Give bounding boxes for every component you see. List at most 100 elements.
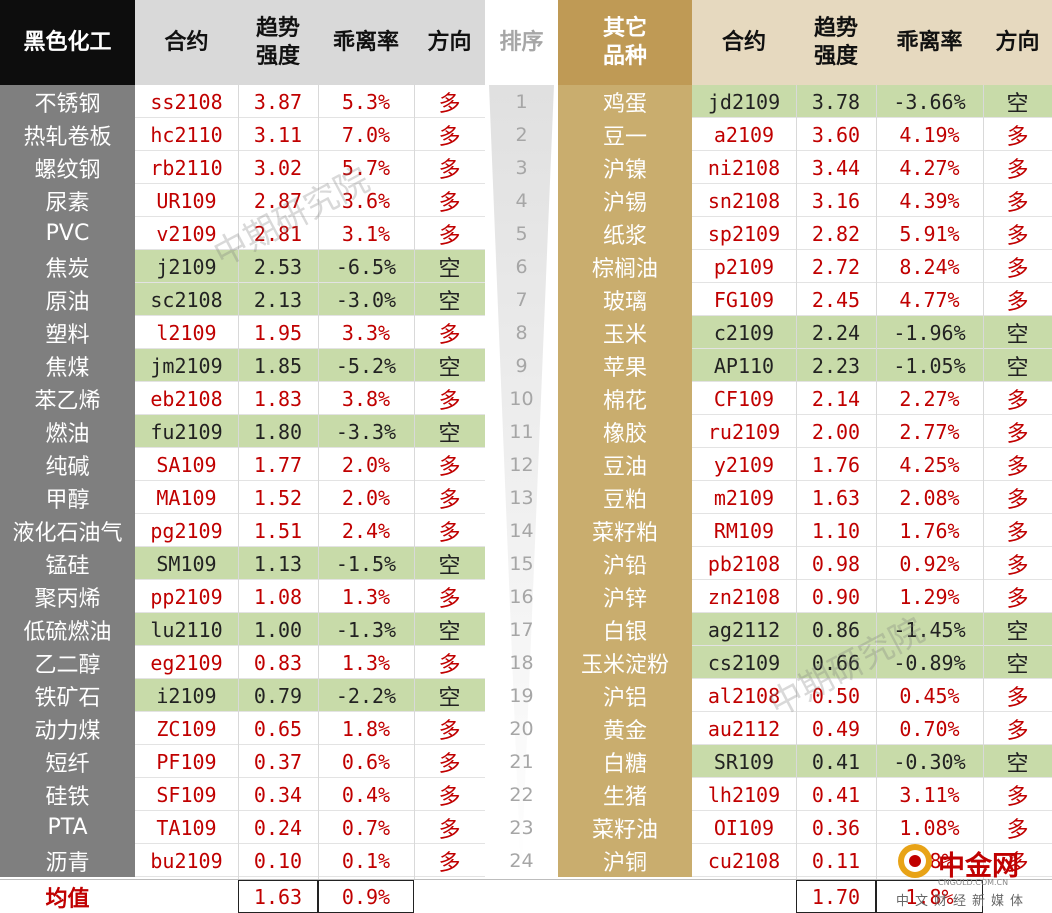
- left-trend: 3.11: [238, 118, 318, 151]
- right-name: 豆一: [558, 118, 692, 151]
- left-trend: 3.87: [238, 85, 318, 118]
- left-direction: 多: [414, 448, 485, 481]
- rank-number: 17: [485, 613, 558, 646]
- right-contract-text: OI109: [713, 815, 775, 840]
- right-contract-text: ru2109: [707, 419, 781, 444]
- right-trend: 0.11: [796, 844, 876, 877]
- left-deviation-text: 0.6%: [341, 749, 391, 774]
- left-name-text: 聚丙烯: [34, 586, 101, 612]
- left-contract-text: UR109: [156, 188, 217, 213]
- left-direction: 空: [414, 250, 485, 283]
- left-deviation: 0.1%: [318, 844, 414, 877]
- left-deviation-text: 1.3%: [341, 584, 391, 609]
- right-name: 沪铅: [558, 547, 692, 580]
- right-deviation-text: 5.91%: [899, 221, 960, 246]
- left-contract: j2109: [135, 250, 238, 283]
- left-direction: 空: [414, 415, 485, 448]
- right-direction-text: 多: [1006, 124, 1029, 150]
- left-name-text: 不锈钢: [34, 91, 101, 117]
- left-trend-text: 0.65: [253, 716, 303, 741]
- right-contract: c2109: [692, 316, 796, 349]
- left-name-text: 甲醇: [45, 487, 90, 513]
- row-divider: [692, 711, 1052, 712]
- row-divider: [135, 381, 485, 382]
- right-direction: 多: [983, 811, 1052, 844]
- header-right-trend-line1: 趋势: [813, 15, 858, 41]
- row-divider: [692, 414, 1052, 415]
- right-contract-text: au2112: [707, 716, 781, 741]
- left-trend-text: 0.83: [253, 650, 303, 675]
- left-deviation-text: 3.1%: [341, 221, 391, 246]
- right-trend-text: 2.45: [811, 287, 861, 312]
- header-left-deviation: 乖离率: [318, 0, 414, 85]
- right-trend: 0.41: [796, 778, 876, 811]
- left-deviation: -5.2%: [318, 349, 414, 382]
- left-deviation-text: 5.7%: [341, 155, 391, 180]
- right-direction: 多: [983, 184, 1052, 217]
- right-direction: 多: [983, 448, 1052, 481]
- rank-number-text: 9: [515, 354, 528, 377]
- left-contract-text: v2109: [156, 221, 217, 246]
- right-deviation: 4.39%: [876, 184, 983, 217]
- right-name-text: 黄金: [602, 718, 647, 744]
- right-trend-text: 2.00: [811, 419, 861, 444]
- left-deviation: 5.3%: [318, 85, 414, 118]
- right-trend-text: 1.63: [811, 485, 861, 510]
- left-direction-text: 多: [438, 751, 461, 777]
- rank-number: 9: [485, 349, 558, 382]
- left-deviation-text: 0.4%: [341, 782, 391, 807]
- left-deviation: 3.1%: [318, 217, 414, 250]
- right-direction-text: 多: [1006, 685, 1029, 711]
- right-trend-text: 2.82: [811, 221, 861, 246]
- right-contract-text: sp2109: [707, 221, 781, 246]
- left-contract: pp2109: [135, 580, 238, 613]
- header-right-category-line1: 其它: [602, 15, 647, 41]
- right-trend-text: 0.49: [811, 716, 861, 741]
- right-name-text: 沪锌: [602, 586, 647, 612]
- left-direction-text: 多: [438, 157, 461, 183]
- left-trend-text: 1.95: [253, 320, 303, 345]
- left-direction-text: 多: [438, 850, 461, 876]
- left-contract-text: rb2110: [150, 155, 223, 180]
- left-name: 甲醇: [0, 481, 135, 514]
- left-trend-text: 3.87: [253, 89, 303, 114]
- footer-right-trend-avg-text: 1.70: [811, 884, 861, 909]
- right-trend-text: 0.90: [811, 584, 861, 609]
- right-direction-text: 多: [1006, 421, 1029, 447]
- rank-number-text: 11: [509, 420, 534, 443]
- row-divider: [135, 876, 485, 877]
- right-contract-text: ni2108: [707, 155, 781, 180]
- right-name: 沪镍: [558, 151, 692, 184]
- right-deviation: 4.77%: [876, 283, 983, 316]
- left-direction-text: 多: [438, 652, 461, 678]
- right-direction-text: 多: [1006, 586, 1029, 612]
- right-direction: 多: [983, 778, 1052, 811]
- left-trend: 0.79: [238, 679, 318, 712]
- header-left-trend-line2: 强度: [255, 43, 300, 69]
- left-trend: 2.87: [238, 184, 318, 217]
- right-deviation: 2.08%: [876, 481, 983, 514]
- right-trend-text: 2.72: [811, 254, 861, 279]
- header-right-deviation-text: 乖离率: [896, 29, 963, 55]
- left-name: 焦煤: [0, 349, 135, 382]
- right-trend: 0.98: [796, 547, 876, 580]
- left-contract-text: i2109: [156, 683, 217, 708]
- footer-average-label-text: 均值: [45, 886, 90, 912]
- left-deviation: 5.7%: [318, 151, 414, 184]
- right-direction-text: 多: [1006, 553, 1029, 579]
- left-direction-text: 空: [438, 289, 461, 315]
- right-deviation-text: 4.27%: [899, 155, 960, 180]
- right-deviation: 0.92%: [876, 547, 983, 580]
- left-contract-text: fu2109: [150, 419, 223, 444]
- right-deviation: -1.45%: [876, 613, 983, 646]
- right-contract: lh2109: [692, 778, 796, 811]
- rank-number-text: 3: [515, 156, 528, 179]
- left-trend: 3.02: [238, 151, 318, 184]
- row-divider: [135, 117, 485, 118]
- row-divider: [135, 678, 485, 679]
- left-deviation-text: -3.3%: [335, 419, 397, 444]
- right-name-text: 棕榈油: [591, 256, 658, 282]
- left-name: 铁矿石: [0, 679, 135, 712]
- left-direction-text: 多: [438, 817, 461, 843]
- left-trend: 0.10: [238, 844, 318, 877]
